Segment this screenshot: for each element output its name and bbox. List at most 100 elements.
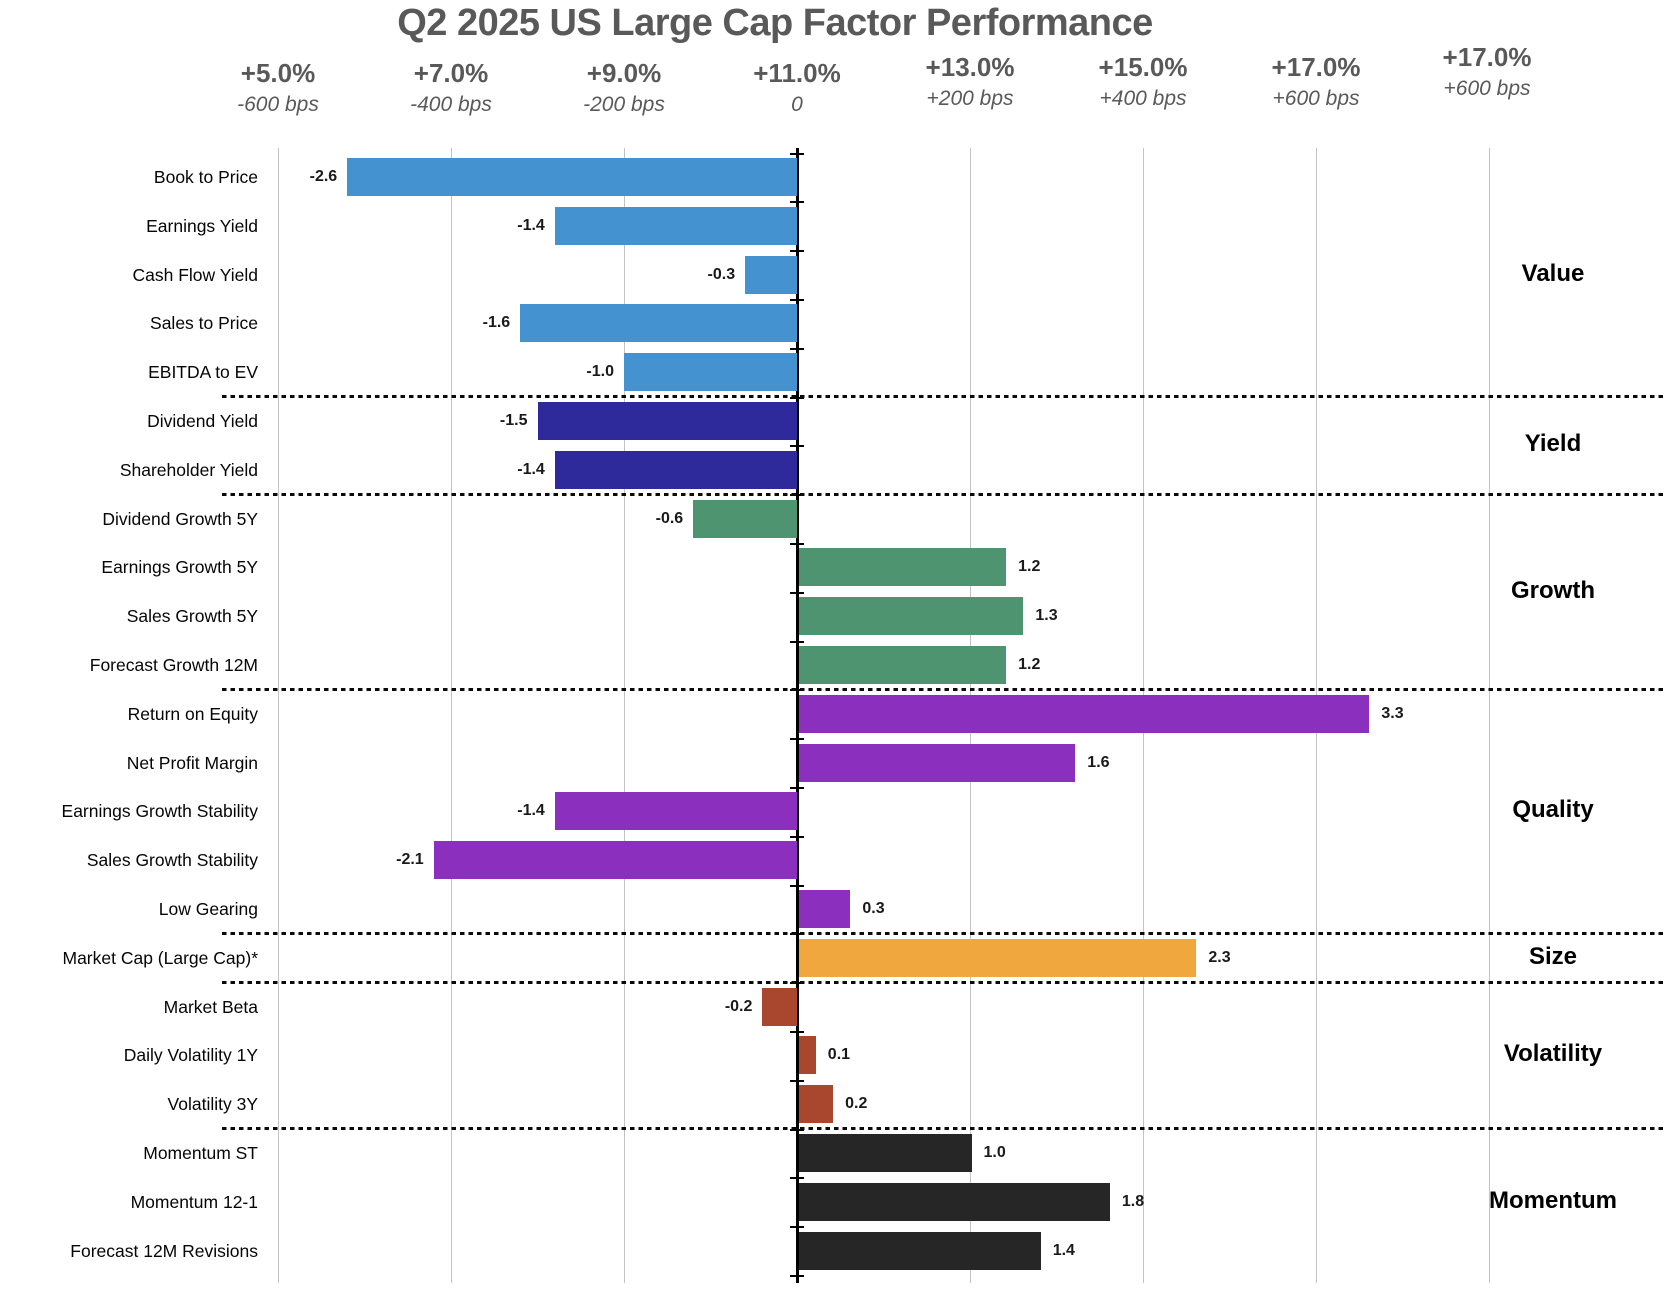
factor-bar bbox=[554, 792, 797, 831]
top-axis-tick: +17.0% +600 bps bbox=[1402, 40, 1572, 104]
chart-title: Q2 2025 US Large Cap Factor Performance bbox=[397, 2, 1153, 44]
group-separator-dotted-line bbox=[222, 395, 1665, 399]
vertical-gridline bbox=[278, 148, 279, 1283]
top-axis-tick: +9.0% -200 bps bbox=[539, 56, 709, 120]
axis-tick-mark bbox=[790, 543, 804, 545]
bar-value-label: -1.5 bbox=[499, 412, 528, 429]
axis-tick-mark bbox=[790, 1275, 804, 1277]
factor-label: Earnings Growth 5Y bbox=[101, 557, 258, 578]
bar-value-label: -1.4 bbox=[517, 802, 545, 820]
factor-bar bbox=[798, 743, 1076, 782]
bar-value-label: -1.6 bbox=[482, 314, 511, 332]
bar-value-label: 0.3 bbox=[862, 900, 885, 917]
factor-label: Sales to Price bbox=[150, 313, 258, 334]
factor-bar bbox=[798, 1182, 1110, 1221]
axis-tick-mark bbox=[790, 250, 804, 253]
category-label: Yield bbox=[1524, 430, 1582, 458]
vertical-gridline bbox=[451, 148, 452, 1283]
factor-label: Forecast Growth 12M bbox=[89, 655, 258, 675]
axis-tick-mark bbox=[790, 787, 804, 789]
axis-bps-label: +400 bps bbox=[1099, 87, 1187, 110]
factor-bar bbox=[347, 158, 797, 196]
category-label: Size bbox=[1528, 942, 1578, 970]
group-separator-dotted-line bbox=[222, 931, 1665, 935]
factor-bar bbox=[798, 1085, 834, 1124]
factor-bar bbox=[537, 402, 797, 440]
axis-bps-label: +200 bps bbox=[926, 87, 1014, 110]
bar-value-label: 1.3 bbox=[1035, 607, 1058, 625]
axis-tick-mark bbox=[790, 884, 804, 887]
axis-bps-label: +600 bps bbox=[1272, 87, 1360, 110]
axis-bps-label: -200 bps bbox=[583, 93, 665, 116]
axis-tick-mark bbox=[790, 201, 804, 204]
axis-tick-mark bbox=[790, 1031, 804, 1033]
group-separator-dotted-line bbox=[222, 492, 1665, 496]
axis-return-label: +15.0% bbox=[1098, 52, 1188, 82]
axis-tick-mark bbox=[790, 591, 804, 594]
factor-label: Forecast 12M Revisions bbox=[70, 1240, 258, 1261]
vertical-gridline bbox=[1489, 148, 1490, 1283]
bar-value-label: -1.4 bbox=[517, 460, 545, 478]
factor-bar bbox=[745, 255, 797, 294]
factor-label: Momentum 12-1 bbox=[130, 1191, 258, 1212]
axis-return-label: +9.0% bbox=[586, 58, 662, 88]
factor-bar bbox=[433, 841, 797, 880]
factor-label: Daily Volatility 1Y bbox=[123, 1045, 258, 1066]
vertical-gridline bbox=[624, 148, 625, 1283]
factor-bar bbox=[798, 646, 1007, 684]
axis-return-label: +5.0% bbox=[240, 58, 316, 88]
axis-return-label: +13.0% bbox=[925, 52, 1015, 82]
bar-value-label: 1.0 bbox=[983, 1144, 1006, 1161]
bar-value-label: -2.6 bbox=[309, 168, 338, 185]
bar-value-label: -2.1 bbox=[396, 851, 424, 869]
bar-value-label: 1.2 bbox=[1018, 656, 1041, 673]
factor-bar bbox=[798, 938, 1197, 977]
factor-bar bbox=[762, 987, 797, 1026]
axis-tick-mark bbox=[790, 299, 804, 301]
factor-bar bbox=[798, 548, 1007, 587]
axis-tick-mark bbox=[790, 445, 804, 448]
factor-label: Net Profit Margin bbox=[126, 752, 258, 773]
category-label: Growth bbox=[1511, 576, 1595, 604]
axis-tick-mark bbox=[790, 738, 804, 741]
factor-label: Earnings Yield bbox=[146, 215, 258, 236]
axis-tick-mark bbox=[790, 1177, 804, 1180]
axis-bps-label: -400 bps bbox=[410, 93, 492, 116]
bar-value-label: 2.3 bbox=[1208, 948, 1231, 966]
axis-tick-mark bbox=[790, 835, 804, 838]
bar-value-label: -0.6 bbox=[655, 509, 684, 527]
top-axis-tick: +7.0% -400 bps bbox=[366, 56, 536, 120]
factor-label: Earnings Growth Stability bbox=[61, 801, 258, 822]
factor-label: Dividend Growth 5Y bbox=[102, 508, 258, 529]
category-label: Momentum bbox=[1489, 1186, 1617, 1214]
factor-label: Low Gearing bbox=[158, 899, 258, 919]
factor-bar bbox=[520, 304, 797, 343]
category-label: Volatility bbox=[1503, 1040, 1603, 1068]
axis-tick-mark bbox=[790, 347, 804, 350]
axis-return-label: +11.0% bbox=[753, 58, 841, 88]
factor-label: Sales Growth Stability bbox=[86, 850, 258, 871]
top-axis-tick: +17.0% +600 bps bbox=[1231, 50, 1401, 114]
top-axis-tick: +15.0% +400 bps bbox=[1058, 50, 1228, 114]
factor-bar bbox=[554, 450, 797, 489]
bar-value-label: 1.8 bbox=[1121, 1192, 1145, 1210]
top-axis-tick: +11.0% 0 bbox=[712, 56, 882, 120]
axis-return-label: +17.0% bbox=[1442, 42, 1532, 72]
axis-bps-label: +600 bps bbox=[1443, 77, 1531, 100]
factor-bar bbox=[798, 694, 1370, 733]
axis-tick-mark bbox=[790, 152, 804, 155]
bar-value-label: 1.2 bbox=[1018, 558, 1041, 576]
factor-bar bbox=[798, 597, 1024, 636]
factor-label: Book to Price bbox=[153, 167, 258, 187]
group-separator-dotted-line bbox=[222, 687, 1665, 691]
factor-label: Return on Equity bbox=[127, 703, 258, 724]
factor-bar bbox=[798, 1134, 972, 1172]
bar-value-label: -0.3 bbox=[707, 265, 736, 283]
factor-bar bbox=[693, 499, 797, 538]
axis-tick-mark bbox=[790, 640, 804, 643]
factor-label: Market Beta bbox=[163, 996, 258, 1017]
group-separator-dotted-line bbox=[222, 1127, 1665, 1131]
zero-axis-line bbox=[796, 148, 799, 1283]
axis-return-label: +7.0% bbox=[413, 58, 489, 88]
axis-tick-mark bbox=[790, 1079, 804, 1082]
